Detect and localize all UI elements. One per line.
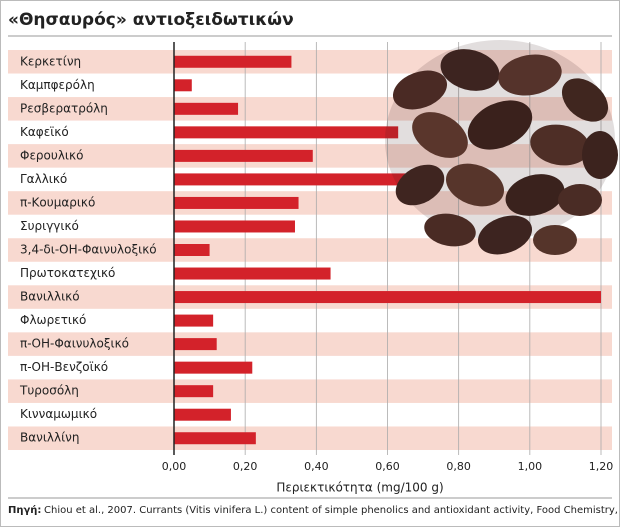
y-tick-label: Κινναμωμικό bbox=[20, 407, 97, 421]
bar bbox=[174, 338, 217, 351]
row-stripe bbox=[8, 97, 612, 121]
bar bbox=[174, 244, 210, 256]
row-stripe bbox=[8, 379, 612, 403]
x-axis-label: Περιεκτικότητα (mg/100 g) bbox=[276, 481, 443, 495]
row-stripe bbox=[8, 332, 612, 356]
chart-title: «Θησαυρός» αντιοξειδωτικών bbox=[8, 10, 294, 30]
y-tick-label: Ρεσβερατρόλη bbox=[20, 101, 108, 115]
bar bbox=[174, 408, 231, 421]
bar bbox=[174, 79, 192, 92]
bar bbox=[174, 126, 399, 139]
bar bbox=[174, 314, 214, 327]
y-tick-label: Καμπφερόλη bbox=[20, 78, 95, 92]
y-tick-label: Φλωρετικό bbox=[20, 313, 86, 327]
y-tick-label: π-Κουμαρικό bbox=[20, 195, 95, 209]
bars bbox=[174, 55, 601, 445]
x-tick-label: 1,00 bbox=[518, 460, 543, 473]
bar bbox=[174, 173, 420, 186]
y-tick-label: Συριγγικό bbox=[20, 219, 79, 233]
y-tick-label: Κερκετίνη bbox=[20, 54, 81, 68]
bar bbox=[174, 291, 601, 304]
x-tick-label: 0,60 bbox=[375, 460, 400, 473]
stripes bbox=[8, 50, 612, 450]
y-tick-label: Τυροσόλη bbox=[19, 384, 79, 398]
bar bbox=[174, 149, 313, 162]
y-tick-label: Καφεϊκό bbox=[20, 125, 69, 139]
y-tick-label: Βανιλλίνη bbox=[20, 431, 79, 445]
bar bbox=[174, 361, 253, 374]
y-tick-label: Φερουλικό bbox=[20, 148, 83, 162]
bar bbox=[174, 102, 239, 115]
row-stripe bbox=[8, 426, 612, 450]
x-tick-label: 1,20 bbox=[589, 460, 614, 473]
y-tick-label: Βανιλλικό bbox=[20, 290, 80, 304]
y-tick-label: π-ΟΗ-Βενζοϊκό bbox=[20, 360, 108, 374]
y-tick-label: π-ΟΗ-Φαινυλοξικό bbox=[20, 337, 129, 351]
y-tick-label: 3,4-δι-ΟΗ-Φαινυλοξικό bbox=[20, 243, 157, 257]
x-tick-label: 0,80 bbox=[446, 460, 471, 473]
bar bbox=[174, 432, 256, 445]
raisins-image bbox=[385, 40, 618, 255]
bar bbox=[174, 55, 292, 68]
y-tick-label: Πρωτοκατεχικό bbox=[20, 266, 115, 280]
y-tick-label: Γαλλικό bbox=[20, 172, 67, 186]
bar bbox=[174, 267, 331, 280]
x-tick-label: 0,40 bbox=[304, 460, 329, 473]
bar bbox=[174, 385, 214, 398]
x-tick-label: 0,20 bbox=[233, 460, 258, 473]
source-label: Πηγή: bbox=[8, 504, 41, 516]
x-tick-label: 0,00 bbox=[162, 460, 187, 473]
bar bbox=[174, 196, 299, 209]
source-text: Chiou et al., 2007. Currants (Vitis vini… bbox=[44, 505, 620, 516]
bar bbox=[174, 220, 295, 233]
